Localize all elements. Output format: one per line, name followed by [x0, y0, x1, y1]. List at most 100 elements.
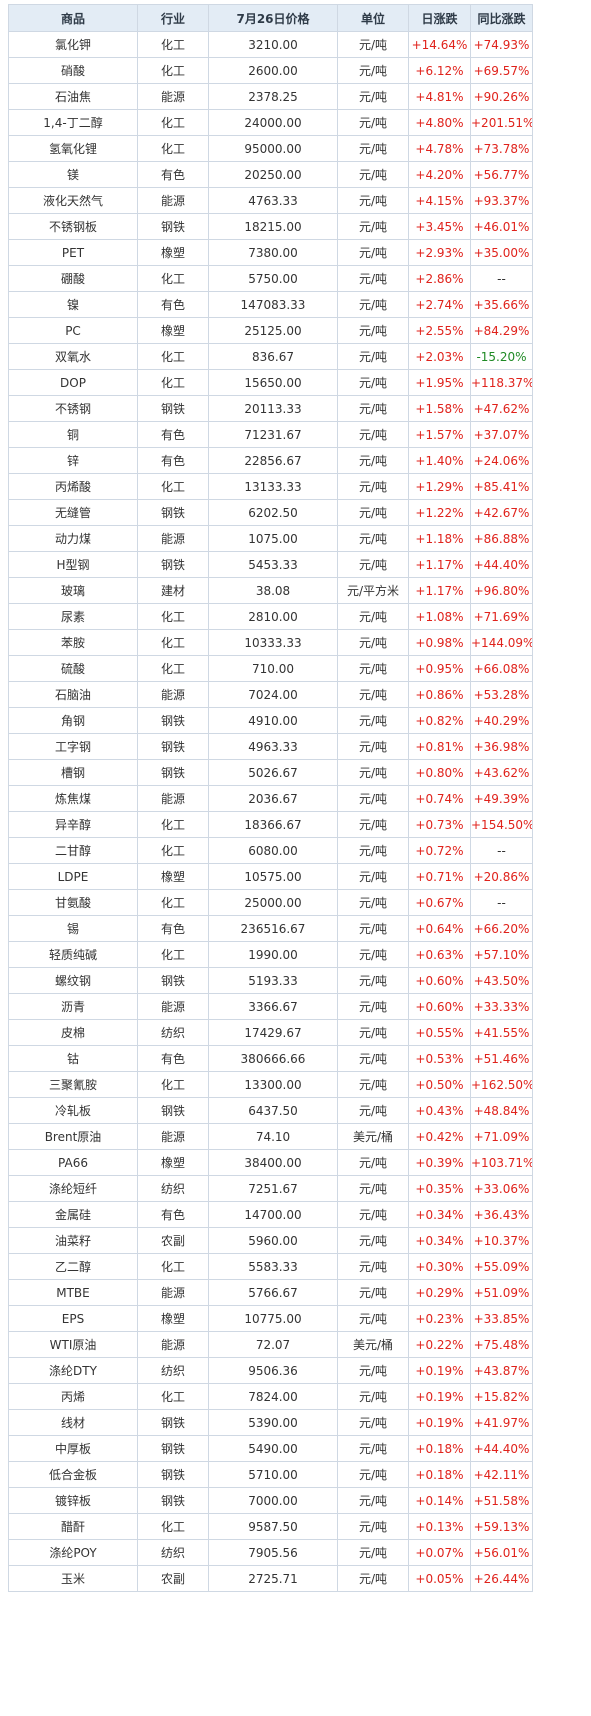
table-row: 无缝管 钢铁 6202.50 元/吨 +1.22% +42.67% [8, 499, 533, 526]
unit-cell: 元/吨 [337, 135, 409, 162]
unit-cell: 元/吨 [337, 31, 409, 58]
table-row: 丙烯酸 化工 13133.33 元/吨 +1.29% +85.41% [8, 473, 533, 500]
daily-change-cell: +2.93% [408, 239, 471, 266]
industry-cell: 化工 [137, 31, 209, 58]
unit-cell: 元/吨 [337, 1071, 409, 1098]
commodity-cell: 丙烯酸 [8, 473, 138, 500]
table-row: 涤纶DTY 纺织 9506.36 元/吨 +0.19% +43.87% [8, 1357, 533, 1384]
column-header-unit: 单位 [337, 4, 409, 32]
daily-change-cell: +0.42% [408, 1123, 471, 1150]
commodity-cell: EPS [8, 1305, 138, 1332]
yoy-change-cell: +93.37% [470, 187, 533, 214]
price-cell: 14700.00 [208, 1201, 338, 1228]
daily-change-cell: +0.23% [408, 1305, 471, 1332]
unit-cell: 元/吨 [337, 1435, 409, 1462]
industry-cell: 有色 [137, 915, 209, 942]
industry-cell: 农副 [137, 1565, 209, 1592]
commodity-cell: 丙烯 [8, 1383, 138, 1410]
commodity-cell: 油菜籽 [8, 1227, 138, 1254]
price-cell: 24000.00 [208, 109, 338, 136]
header-row: 商品 行业 7月26日价格 单位 日涨跌 同比涨跌 [8, 4, 533, 32]
yoy-change-cell: +33.85% [470, 1305, 533, 1332]
unit-cell: 元/吨 [337, 395, 409, 422]
commodity-cell: 玉米 [8, 1565, 138, 1592]
commodity-cell: 中厚板 [8, 1435, 138, 1462]
price-cell: 7000.00 [208, 1487, 338, 1514]
yoy-change-cell: +69.57% [470, 57, 533, 84]
unit-cell: 元/吨 [337, 759, 409, 786]
commodity-cell: 涤纶DTY [8, 1357, 138, 1384]
daily-change-cell: +0.80% [408, 759, 471, 786]
commodity-cell: PET [8, 239, 138, 266]
daily-change-cell: +0.34% [408, 1227, 471, 1254]
unit-cell: 元/吨 [337, 213, 409, 240]
yoy-change-cell: +56.01% [470, 1539, 533, 1566]
commodity-cell: 金属硅 [8, 1201, 138, 1228]
yoy-change-cell: +144.09% [470, 629, 533, 656]
industry-cell: 有色 [137, 291, 209, 318]
unit-cell: 元/吨 [337, 889, 409, 916]
yoy-change-cell: +41.97% [470, 1409, 533, 1436]
table-row: EPS 橡塑 10775.00 元/吨 +0.23% +33.85% [8, 1305, 533, 1332]
price-cell: 5026.67 [208, 759, 338, 786]
commodity-cell: 三聚氰胺 [8, 1071, 138, 1098]
price-cell: 10775.00 [208, 1305, 338, 1332]
daily-change-cell: +4.15% [408, 187, 471, 214]
industry-cell: 化工 [137, 837, 209, 864]
column-header-price: 7月26日价格 [208, 4, 338, 32]
price-cell: 380666.66 [208, 1045, 338, 1072]
yoy-change-cell: +103.71% [470, 1149, 533, 1176]
commodity-cell: 玻璃 [8, 577, 138, 604]
industry-cell: 橡塑 [137, 1305, 209, 1332]
unit-cell: 元/吨 [337, 57, 409, 84]
table-row: 镀锌板 钢铁 7000.00 元/吨 +0.14% +51.58% [8, 1487, 533, 1514]
industry-cell: 能源 [137, 993, 209, 1020]
unit-cell: 元/吨 [337, 265, 409, 292]
commodity-cell: 皮棉 [8, 1019, 138, 1046]
table-row: 油菜籽 农副 5960.00 元/吨 +0.34% +10.37% [8, 1227, 533, 1254]
daily-change-cell: +0.53% [408, 1045, 471, 1072]
daily-change-cell: +0.82% [408, 707, 471, 734]
table-row: 镁有色 20250.00 元/吨 +4.20% +56.77% [8, 161, 533, 188]
industry-cell: 化工 [137, 473, 209, 500]
table-row: 铜有色 71231.67 元/吨 +1.57% +37.07% [8, 421, 533, 448]
yoy-change-cell: -- [470, 889, 533, 916]
price-cell: 7024.00 [208, 681, 338, 708]
commodity-cell: 钴 [8, 1045, 138, 1072]
daily-change-cell: +0.35% [408, 1175, 471, 1202]
yoy-change-cell: +26.44% [470, 1565, 533, 1592]
commodity-cell: 铜 [8, 421, 138, 448]
commodity-cell: 锡 [8, 915, 138, 942]
daily-change-cell: +1.40% [408, 447, 471, 474]
daily-change-cell: +0.67% [408, 889, 471, 916]
unit-cell: 元/吨 [337, 161, 409, 188]
unit-cell: 元/吨 [337, 733, 409, 760]
yoy-change-cell: +90.26% [470, 83, 533, 110]
unit-cell: 元/吨 [337, 1539, 409, 1566]
price-cell: 3210.00 [208, 31, 338, 58]
industry-cell: 纺织 [137, 1539, 209, 1566]
price-cell: 5766.67 [208, 1279, 338, 1306]
unit-cell: 元/吨 [337, 993, 409, 1020]
price-cell: 6437.50 [208, 1097, 338, 1124]
commodity-cell: PA66 [8, 1149, 138, 1176]
table-row: 醋酐 化工 9587.50 元/吨 +0.13% +59.13% [8, 1513, 533, 1540]
daily-change-cell: +0.74% [408, 785, 471, 812]
unit-cell: 元/吨 [337, 967, 409, 994]
industry-cell: 钢铁 [137, 551, 209, 578]
yoy-change-cell: -- [470, 265, 533, 292]
table-header: 商品 行业 7月26日价格 单位 日涨跌 同比涨跌 [8, 4, 533, 32]
table-row: Brent原油 能源 74.10 美元/桶 +0.42% +71.09% [8, 1123, 533, 1150]
unit-cell: 元/吨 [337, 1513, 409, 1540]
table-row: H型钢 钢铁 5453.33 元/吨 +1.17% +44.40% [8, 551, 533, 578]
commodity-cell: 异辛醇 [8, 811, 138, 838]
yoy-change-cell: +42.11% [470, 1461, 533, 1488]
commodity-cell: WTI原油 [8, 1331, 138, 1358]
daily-change-cell: +1.22% [408, 499, 471, 526]
industry-cell: 化工 [137, 369, 209, 396]
industry-cell: 化工 [137, 109, 209, 136]
industry-cell: 化工 [137, 889, 209, 916]
commodity-cell: 轻质纯碱 [8, 941, 138, 968]
unit-cell: 元/吨 [337, 1487, 409, 1514]
price-cell: 9506.36 [208, 1357, 338, 1384]
